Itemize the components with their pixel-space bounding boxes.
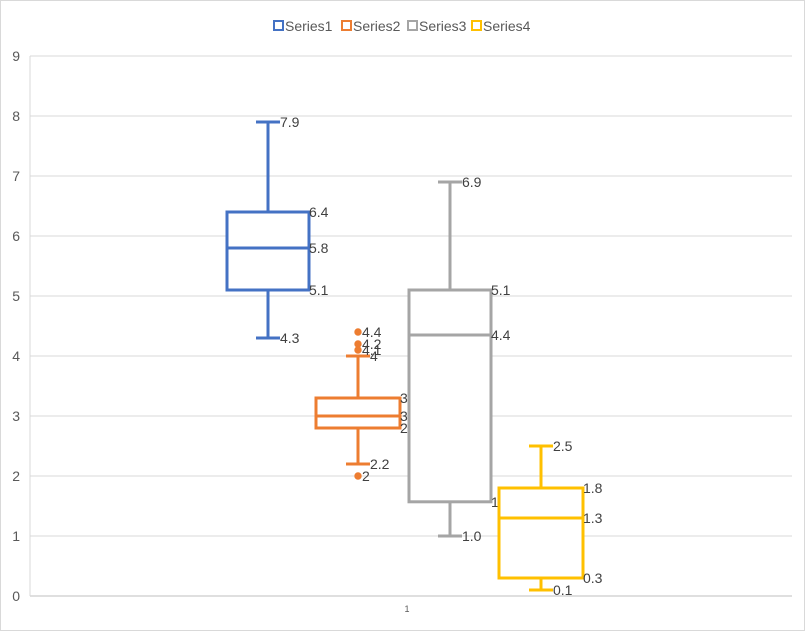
legend-label: Series1 xyxy=(285,18,333,34)
iqr-box xyxy=(497,486,585,580)
outlier-label: 4.1 xyxy=(362,342,382,358)
min-label: 2.2 xyxy=(370,456,390,472)
iqr-box xyxy=(314,396,402,430)
series-3-box: 6.91.05.14.41.6 xyxy=(407,174,511,544)
y-tick-label: 9 xyxy=(12,48,20,64)
legend-swatch xyxy=(471,20,482,31)
legend-swatch xyxy=(341,20,352,31)
iqr-box xyxy=(407,288,493,504)
x-tick-label: 1 xyxy=(404,604,409,614)
y-tick-label: 1 xyxy=(12,528,20,544)
max-label: 4 xyxy=(370,348,378,364)
outlier-label: 4.4 xyxy=(362,324,382,340)
outlier-label: 2 xyxy=(362,468,370,484)
q3-label: 1.8 xyxy=(583,480,603,496)
min-label: 0.1 xyxy=(553,582,573,598)
q3-label: 6.4 xyxy=(309,204,329,220)
legend-item-2: Series2 xyxy=(341,18,401,34)
y-tick-label: 8 xyxy=(12,108,20,124)
q1-label: 5.1 xyxy=(309,282,329,298)
q3-label: 5.1 xyxy=(491,282,511,298)
series-1-box: 7.9 4.3 6.4 5.8 5.1 xyxy=(225,114,329,346)
legend-item-3: Series3 xyxy=(407,18,467,34)
legend-item-1: Series1 xyxy=(273,18,333,34)
legend-swatch xyxy=(273,20,284,31)
legend-label: Series4 xyxy=(483,18,531,34)
max-label: 7.9 xyxy=(280,114,300,130)
legend-label: Series2 xyxy=(353,18,401,34)
series-4-box: 2.5 0.1 1.8 1.3 0.3 xyxy=(497,438,603,598)
y-tick-label: 0 xyxy=(12,588,20,604)
legend-label: Series3 xyxy=(419,18,467,34)
min-label: 4.3 xyxy=(280,330,300,346)
outlier-point xyxy=(354,340,362,348)
iqr-box xyxy=(225,210,311,292)
median-label: 5.8 xyxy=(309,240,329,256)
y-tick-label: 5 xyxy=(12,288,20,304)
outlier-point xyxy=(354,346,362,354)
legend-item-4: Series4 xyxy=(471,18,531,34)
y-tick-label: 7 xyxy=(12,168,20,184)
y-tick-label: 2 xyxy=(12,468,20,484)
y-tick-label: 6 xyxy=(12,228,20,244)
series-2-box: 42.23.332.824.14.24.4 xyxy=(314,324,420,484)
q1-label: 0.3 xyxy=(583,570,603,586)
max-label: 6.9 xyxy=(462,174,482,190)
median-label: 4.4 xyxy=(491,327,511,343)
legend-swatch xyxy=(407,20,418,31)
outlier-point xyxy=(354,472,362,480)
outlier-label: 4.2 xyxy=(362,336,382,352)
median-label: 1.3 xyxy=(583,510,603,526)
y-tick-label: 3 xyxy=(12,408,20,424)
outlier-point xyxy=(354,328,362,336)
min-label: 1.0 xyxy=(462,528,482,544)
max-label: 2.5 xyxy=(553,438,573,454)
y-tick-label: 4 xyxy=(12,348,20,364)
median-label: 3 xyxy=(400,408,408,424)
